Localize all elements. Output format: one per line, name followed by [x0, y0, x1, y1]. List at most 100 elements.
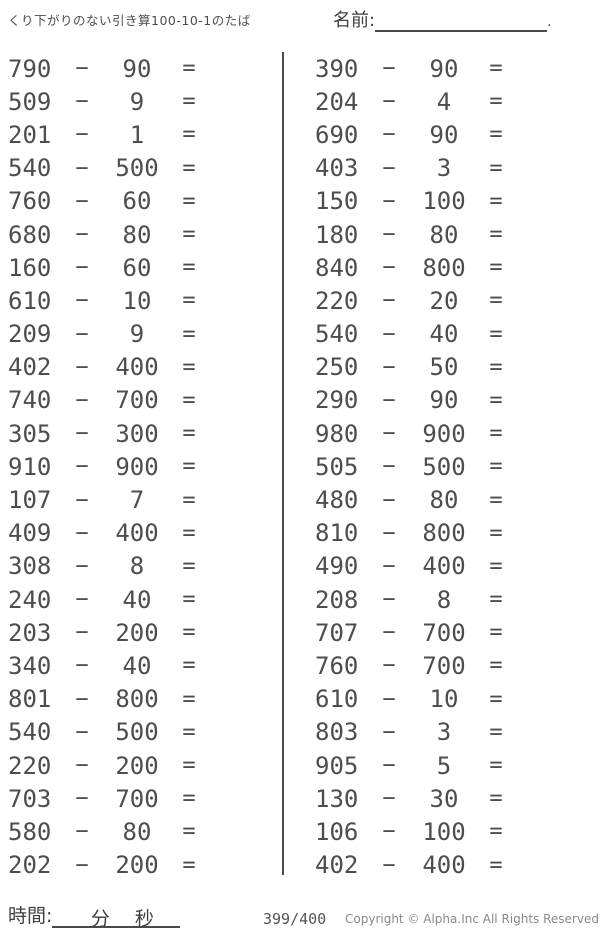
- problem-row: 680− 80 =: [8, 218, 282, 251]
- equals-sign: =: [182, 852, 196, 878]
- equals-sign: =: [489, 553, 503, 579]
- minuend: 390: [315, 54, 359, 83]
- subtrahend: 200: [115, 751, 159, 780]
- problem-row: 480− 80 =: [315, 483, 512, 516]
- minus-sign: −: [382, 686, 396, 712]
- problem-row: 403− 3 =: [315, 152, 512, 185]
- subtrahend: 8: [436, 585, 452, 614]
- problem-row: 250− 50 =: [315, 351, 512, 384]
- minutes-label: 分: [90, 908, 110, 930]
- minus-sign: −: [382, 255, 396, 281]
- subtrahend: 20: [429, 286, 459, 315]
- minuend: 505: [315, 452, 359, 481]
- copyright-notice: Copyright © Alpha.Inc All Rights Reserve…: [345, 912, 600, 926]
- subtrahend: 700: [115, 386, 159, 415]
- equals-sign: =: [489, 387, 503, 413]
- minuend: 107: [8, 486, 52, 515]
- problem-row: 490−400 =: [315, 550, 512, 583]
- equals-sign: =: [489, 620, 503, 646]
- subtrahend: 4: [436, 87, 452, 116]
- minuend: 402: [8, 353, 52, 382]
- minus-sign: −: [382, 454, 396, 480]
- equals-sign: =: [182, 188, 196, 214]
- problem-row: 610− 10 =: [315, 683, 512, 716]
- name-blank-line: [375, 9, 548, 32]
- minuend: 220: [315, 286, 359, 315]
- problem-row: 509− 9 =: [8, 85, 282, 118]
- subtrahend: 40: [122, 651, 152, 680]
- problem-row: 202−200 =: [8, 849, 282, 882]
- column-divider-line: [282, 52, 284, 875]
- minuend: 150: [315, 187, 359, 216]
- equals-sign: =: [489, 686, 503, 712]
- problem-row: 505−500 =: [315, 450, 512, 483]
- problem-row: 402−400 =: [315, 849, 512, 882]
- minuend: 209: [8, 320, 52, 349]
- subtrahend: 9: [129, 87, 145, 116]
- minuend: 160: [8, 253, 52, 282]
- minus-sign: −: [75, 122, 89, 148]
- minuend: 540: [315, 320, 359, 349]
- equals-sign: =: [489, 56, 503, 82]
- minus-sign: −: [75, 387, 89, 413]
- subtrahend: 80: [122, 817, 152, 846]
- subtrahend: 800: [422, 253, 466, 282]
- equals-sign: =: [182, 520, 196, 546]
- minuend: 204: [315, 87, 359, 116]
- equals-sign: =: [489, 719, 503, 745]
- minus-sign: −: [382, 288, 396, 314]
- minuend: 905: [315, 751, 359, 780]
- problem-row: 980−900 =: [315, 417, 512, 450]
- subtrahend: 800: [422, 519, 466, 548]
- problem-row: 703−700 =: [8, 782, 282, 815]
- subtrahend: 1: [129, 120, 145, 149]
- equals-sign: =: [489, 255, 503, 281]
- problem-row: 203−200 =: [8, 616, 282, 649]
- problem-row: 707−700 =: [315, 616, 512, 649]
- problem-row: 305−300 =: [8, 417, 282, 450]
- equals-sign: =: [182, 620, 196, 646]
- minuend: 509: [8, 87, 52, 116]
- equals-sign: =: [182, 454, 196, 480]
- equals-sign: =: [182, 122, 196, 148]
- minus-sign: −: [75, 553, 89, 579]
- minuend: 760: [315, 651, 359, 680]
- equals-sign: =: [489, 222, 503, 248]
- minus-sign: −: [75, 753, 89, 779]
- page-number: 399/400: [263, 910, 327, 928]
- seconds-label: 秒: [134, 908, 154, 930]
- name-field: 名前:.: [333, 6, 552, 32]
- subtrahend: 90: [429, 386, 459, 415]
- problem-row: 840−800 =: [315, 251, 512, 284]
- subtrahend: 90: [429, 54, 459, 83]
- equals-sign: =: [489, 753, 503, 779]
- minus-sign: −: [382, 321, 396, 347]
- minuend: 690: [315, 120, 359, 149]
- minus-sign: −: [75, 188, 89, 214]
- minuend: 540: [8, 718, 52, 747]
- problem-row: 803− 3 =: [315, 716, 512, 749]
- minus-sign: −: [75, 421, 89, 447]
- subtrahend: 40: [122, 585, 152, 614]
- subtrahend: 100: [422, 187, 466, 216]
- minuend: 308: [8, 552, 52, 581]
- problem-row: 209− 9 =: [8, 318, 282, 351]
- minuend: 610: [315, 685, 359, 714]
- minuend: 707: [315, 618, 359, 647]
- subtrahend: 80: [429, 486, 459, 515]
- problem-row: 810−800 =: [315, 517, 512, 550]
- equals-sign: =: [489, 520, 503, 546]
- minus-sign: −: [382, 487, 396, 513]
- minuend: 910: [8, 452, 52, 481]
- minus-sign: −: [382, 122, 396, 148]
- equals-sign: =: [182, 155, 196, 181]
- minuend: 740: [8, 386, 52, 415]
- equals-sign: =: [489, 321, 503, 347]
- minus-sign: −: [75, 321, 89, 347]
- subtrahend: 50: [429, 353, 459, 382]
- problem-row: 130− 30 =: [315, 782, 512, 815]
- minuend: 760: [8, 187, 52, 216]
- subtrahend: 700: [422, 651, 466, 680]
- problem-row: 308− 8 =: [8, 550, 282, 583]
- equals-sign: =: [489, 487, 503, 513]
